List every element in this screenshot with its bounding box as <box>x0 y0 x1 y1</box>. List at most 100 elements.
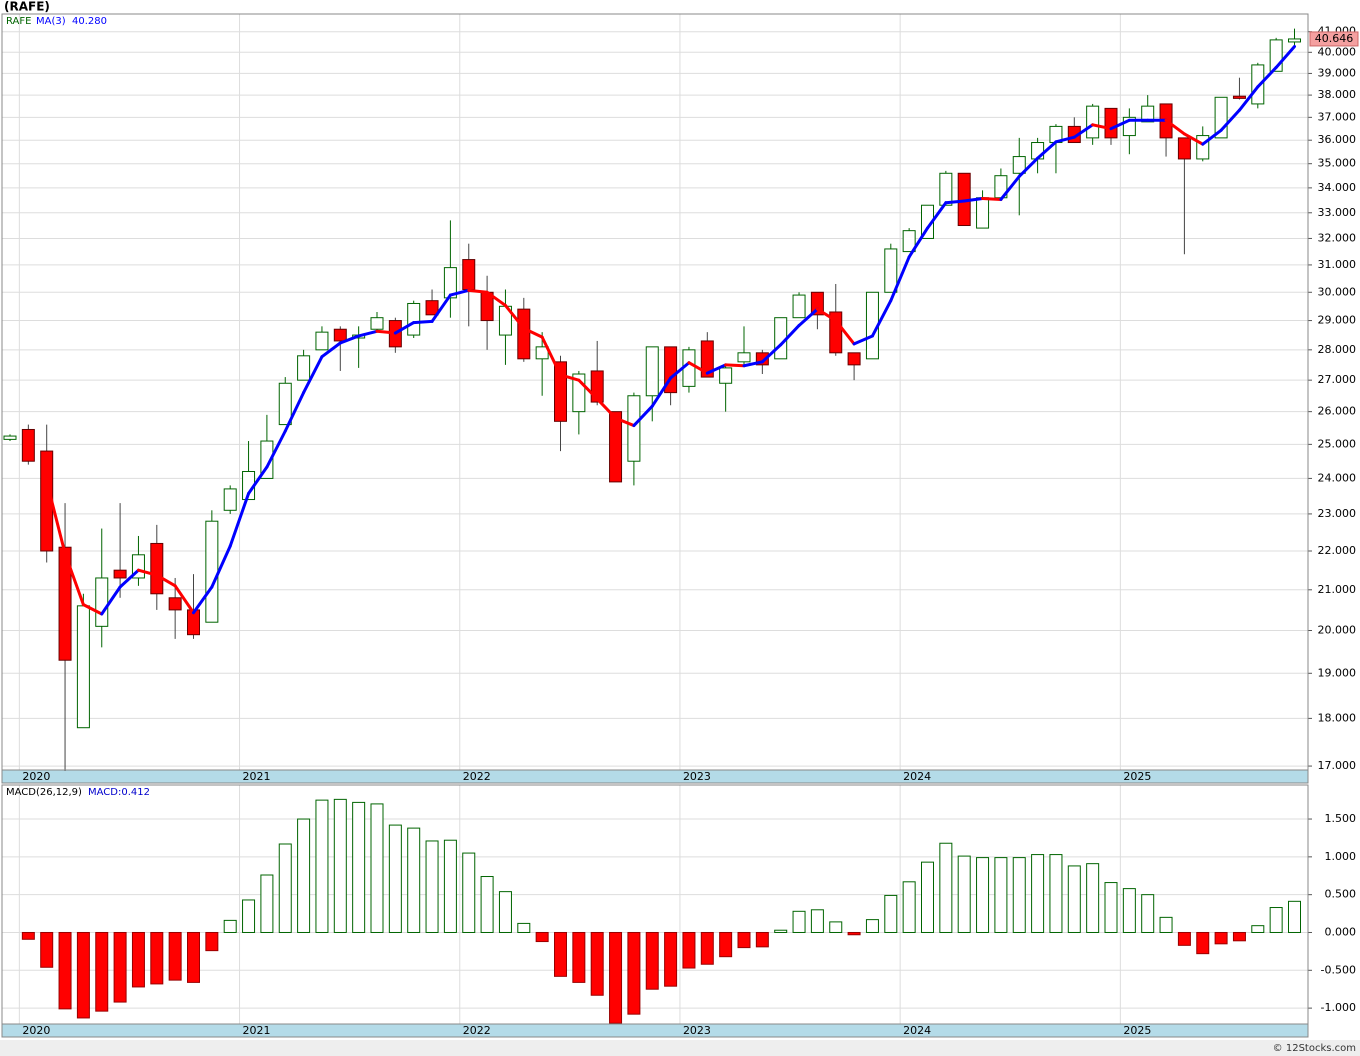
macd-bar <box>1288 900 1301 933</box>
ma-segment <box>889 255 911 303</box>
macd-bar <box>278 843 292 933</box>
y-tick-label: 28.000 <box>1318 343 1357 356</box>
ma-segment <box>724 363 746 368</box>
macd-bar <box>333 798 347 933</box>
macd-bar <box>609 931 623 1024</box>
ma-segment <box>81 603 104 616</box>
panel-title: MACD(26,12,9) <box>6 787 82 798</box>
y-tick-label: 39.000 <box>1318 66 1357 79</box>
y-tick-label: 30.000 <box>1318 285 1357 298</box>
candle-body <box>517 308 531 360</box>
macd-bar <box>1031 854 1045 933</box>
ma-segment <box>357 329 379 338</box>
ma-segment <box>430 293 452 323</box>
macd-bar <box>976 857 990 933</box>
y-tick-label: 32.000 <box>1318 231 1357 244</box>
macd-bar <box>40 931 54 968</box>
x-tick-label: 2025 <box>1123 1024 1151 1037</box>
ma-segment <box>375 329 397 335</box>
candle-body <box>443 267 457 299</box>
candle-body <box>407 302 421 336</box>
ma-segment <box>981 196 1003 201</box>
macd-bar <box>682 931 696 969</box>
macd-bar <box>1269 907 1283 933</box>
candle-body <box>370 317 384 330</box>
candle-body <box>1177 137 1191 160</box>
ma-segment <box>632 404 654 428</box>
panel-border <box>1 784 1309 1025</box>
ma-segment <box>540 335 562 377</box>
macd-bar <box>719 931 733 958</box>
macd-bar <box>572 931 586 983</box>
macd-bar <box>1177 931 1191 946</box>
y-tick-label: 37.000 <box>1318 110 1357 123</box>
panel-border <box>1 13 1309 771</box>
macd-bar <box>627 931 641 1015</box>
candle-body <box>462 259 476 291</box>
candle-body <box>737 352 751 363</box>
candle-body <box>58 546 72 661</box>
ma-segment <box>320 341 342 359</box>
macd-bar <box>755 931 769 948</box>
ma-segment <box>944 199 966 205</box>
y-tick-label: 31.000 <box>1318 258 1357 271</box>
macd-bar <box>297 818 311 933</box>
ma-segment <box>192 585 214 615</box>
ma-segment <box>522 326 544 339</box>
candle-body <box>333 328 347 342</box>
candle-body <box>645 346 659 397</box>
ma-segment <box>595 397 618 420</box>
macd-bar <box>810 909 824 933</box>
ma-segment <box>687 361 709 375</box>
candle-body <box>297 355 311 381</box>
macd-bar <box>150 931 164 985</box>
macd-bar <box>737 931 751 949</box>
macd-bar <box>187 931 200 983</box>
candle-body <box>719 367 733 384</box>
candle-body <box>168 597 182 611</box>
macd-bar <box>774 929 788 933</box>
macd-bar <box>1141 894 1155 933</box>
y-tick-label: 23.000 <box>1318 507 1357 520</box>
macd-bar <box>131 931 145 988</box>
macd-bar <box>1159 916 1173 933</box>
macd-bar <box>168 931 182 981</box>
ma-segment <box>485 290 507 307</box>
macd-bar <box>1049 854 1063 933</box>
ma-segment <box>1164 118 1186 136</box>
candle-body <box>810 291 824 316</box>
ma-segment <box>1182 132 1205 146</box>
ma-segment <box>63 552 85 607</box>
ma-segment <box>1036 140 1058 160</box>
page-title: (RAFE) <box>4 0 50 14</box>
ma-segment <box>1237 85 1260 112</box>
candle-body <box>1196 135 1210 160</box>
legend-value: MACD:0.412 <box>88 787 150 798</box>
candle-body <box>95 577 109 627</box>
candle-body <box>700 340 714 378</box>
candle-body <box>1012 156 1026 174</box>
legend-entry: RAFE <box>6 16 31 27</box>
ma-segment <box>742 360 764 368</box>
ma-segment <box>338 334 361 345</box>
y-tick-label: 0.000 <box>1325 925 1357 938</box>
macd-bar <box>1067 865 1081 933</box>
ma-segment <box>760 343 783 364</box>
y-tick-label: 0.500 <box>1325 888 1357 901</box>
macd-bar <box>792 910 806 933</box>
y-tick-label: 34.000 <box>1318 181 1357 194</box>
y-tick-label: 17.000 <box>1318 759 1357 772</box>
price-tag-label: 40.646 <box>1315 32 1354 45</box>
macd-bar <box>1232 931 1246 942</box>
macd-bar <box>407 827 421 933</box>
ma-segment <box>302 355 324 395</box>
ma-segment <box>173 584 195 615</box>
candle-body <box>187 609 200 636</box>
macd-bar <box>480 876 494 933</box>
macd-bar <box>223 919 237 933</box>
candle-body <box>223 488 237 511</box>
macd-bar <box>113 931 127 1003</box>
y-tick-label: 18.000 <box>1318 711 1357 724</box>
ma-segment <box>779 323 801 347</box>
x-tick-label: 2022 <box>463 770 491 783</box>
